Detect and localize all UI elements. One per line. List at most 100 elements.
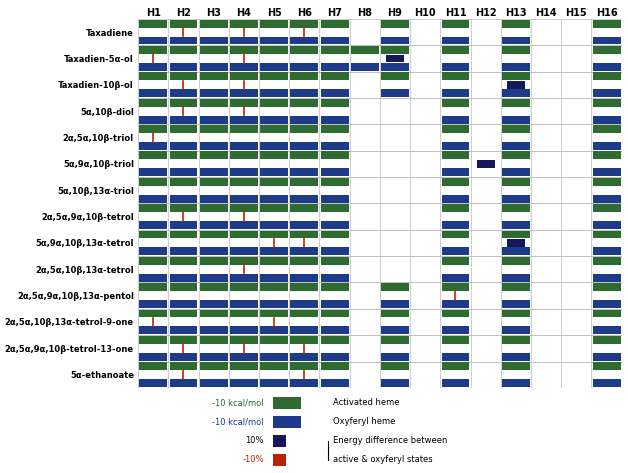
Bar bbox=[291, 379, 318, 387]
Bar bbox=[321, 115, 349, 123]
Bar bbox=[593, 353, 620, 361]
Bar bbox=[502, 326, 530, 334]
Bar bbox=[139, 204, 167, 212]
Bar bbox=[230, 257, 258, 265]
Bar bbox=[230, 168, 258, 176]
Bar bbox=[260, 178, 288, 186]
Bar bbox=[260, 379, 288, 387]
Bar bbox=[291, 362, 318, 370]
Bar bbox=[291, 142, 318, 150]
Bar bbox=[502, 178, 530, 186]
Bar bbox=[593, 20, 620, 27]
Bar bbox=[170, 247, 197, 255]
Bar bbox=[321, 204, 349, 212]
Bar bbox=[170, 204, 197, 212]
Bar bbox=[200, 89, 227, 97]
Bar bbox=[441, 230, 469, 238]
Bar bbox=[441, 115, 469, 123]
Bar bbox=[139, 151, 167, 159]
Bar bbox=[291, 72, 318, 80]
Bar bbox=[230, 204, 258, 212]
Bar bbox=[593, 300, 620, 308]
Bar bbox=[502, 353, 530, 361]
Bar bbox=[441, 72, 469, 80]
Bar bbox=[170, 151, 197, 159]
Bar bbox=[441, 195, 469, 202]
Bar bbox=[200, 36, 227, 44]
Bar bbox=[200, 336, 227, 344]
Bar bbox=[200, 274, 227, 281]
Bar bbox=[170, 20, 197, 27]
Bar bbox=[441, 20, 469, 27]
Bar bbox=[139, 125, 167, 133]
Bar bbox=[321, 230, 349, 238]
Bar bbox=[230, 283, 258, 291]
Bar bbox=[291, 326, 318, 334]
Bar bbox=[593, 221, 620, 229]
Bar bbox=[230, 36, 258, 44]
Bar bbox=[441, 274, 469, 281]
Bar bbox=[321, 142, 349, 150]
Bar bbox=[260, 20, 288, 27]
Bar bbox=[593, 274, 620, 281]
Bar bbox=[441, 142, 469, 150]
Bar bbox=[260, 125, 288, 133]
Bar bbox=[593, 89, 620, 97]
Bar bbox=[139, 362, 167, 370]
Bar bbox=[321, 326, 349, 334]
Bar bbox=[139, 142, 167, 150]
Bar bbox=[502, 230, 530, 238]
Bar bbox=[200, 151, 227, 159]
Bar bbox=[321, 151, 349, 159]
Bar bbox=[260, 300, 288, 308]
Bar bbox=[502, 247, 530, 255]
Bar bbox=[502, 99, 530, 107]
Bar bbox=[200, 353, 227, 361]
Bar bbox=[593, 63, 620, 71]
Bar bbox=[321, 300, 349, 308]
Bar bbox=[170, 168, 197, 176]
Bar bbox=[139, 178, 167, 186]
Bar bbox=[200, 310, 227, 317]
Bar bbox=[593, 336, 620, 344]
Bar bbox=[441, 353, 469, 361]
Bar bbox=[260, 195, 288, 202]
Bar bbox=[200, 142, 227, 150]
Bar bbox=[593, 283, 620, 291]
Bar bbox=[260, 257, 288, 265]
Bar bbox=[139, 230, 167, 238]
Bar bbox=[291, 353, 318, 361]
Bar bbox=[321, 195, 349, 202]
Bar bbox=[230, 362, 258, 370]
Bar bbox=[321, 46, 349, 54]
Bar bbox=[502, 115, 530, 123]
Bar bbox=[260, 247, 288, 255]
Bar bbox=[200, 257, 227, 265]
Bar bbox=[200, 195, 227, 202]
Bar bbox=[139, 115, 167, 123]
Bar bbox=[321, 99, 349, 107]
Bar bbox=[291, 89, 318, 97]
Bar bbox=[170, 178, 197, 186]
Bar bbox=[381, 72, 409, 80]
Bar bbox=[200, 247, 227, 255]
Bar bbox=[170, 326, 197, 334]
Bar bbox=[291, 336, 318, 344]
Text: -10 kcal/mol: -10 kcal/mol bbox=[212, 417, 264, 427]
Bar bbox=[291, 257, 318, 265]
Bar bbox=[291, 20, 318, 27]
Bar bbox=[200, 300, 227, 308]
Bar bbox=[260, 115, 288, 123]
Bar bbox=[230, 326, 258, 334]
Bar bbox=[321, 36, 349, 44]
Bar bbox=[291, 221, 318, 229]
Bar bbox=[139, 283, 167, 291]
Bar bbox=[441, 300, 469, 308]
Bar bbox=[170, 46, 197, 54]
Bar bbox=[170, 125, 197, 133]
Bar bbox=[230, 310, 258, 317]
Bar bbox=[170, 63, 197, 71]
Bar bbox=[502, 336, 530, 344]
Bar bbox=[381, 89, 409, 97]
Bar bbox=[170, 115, 197, 123]
